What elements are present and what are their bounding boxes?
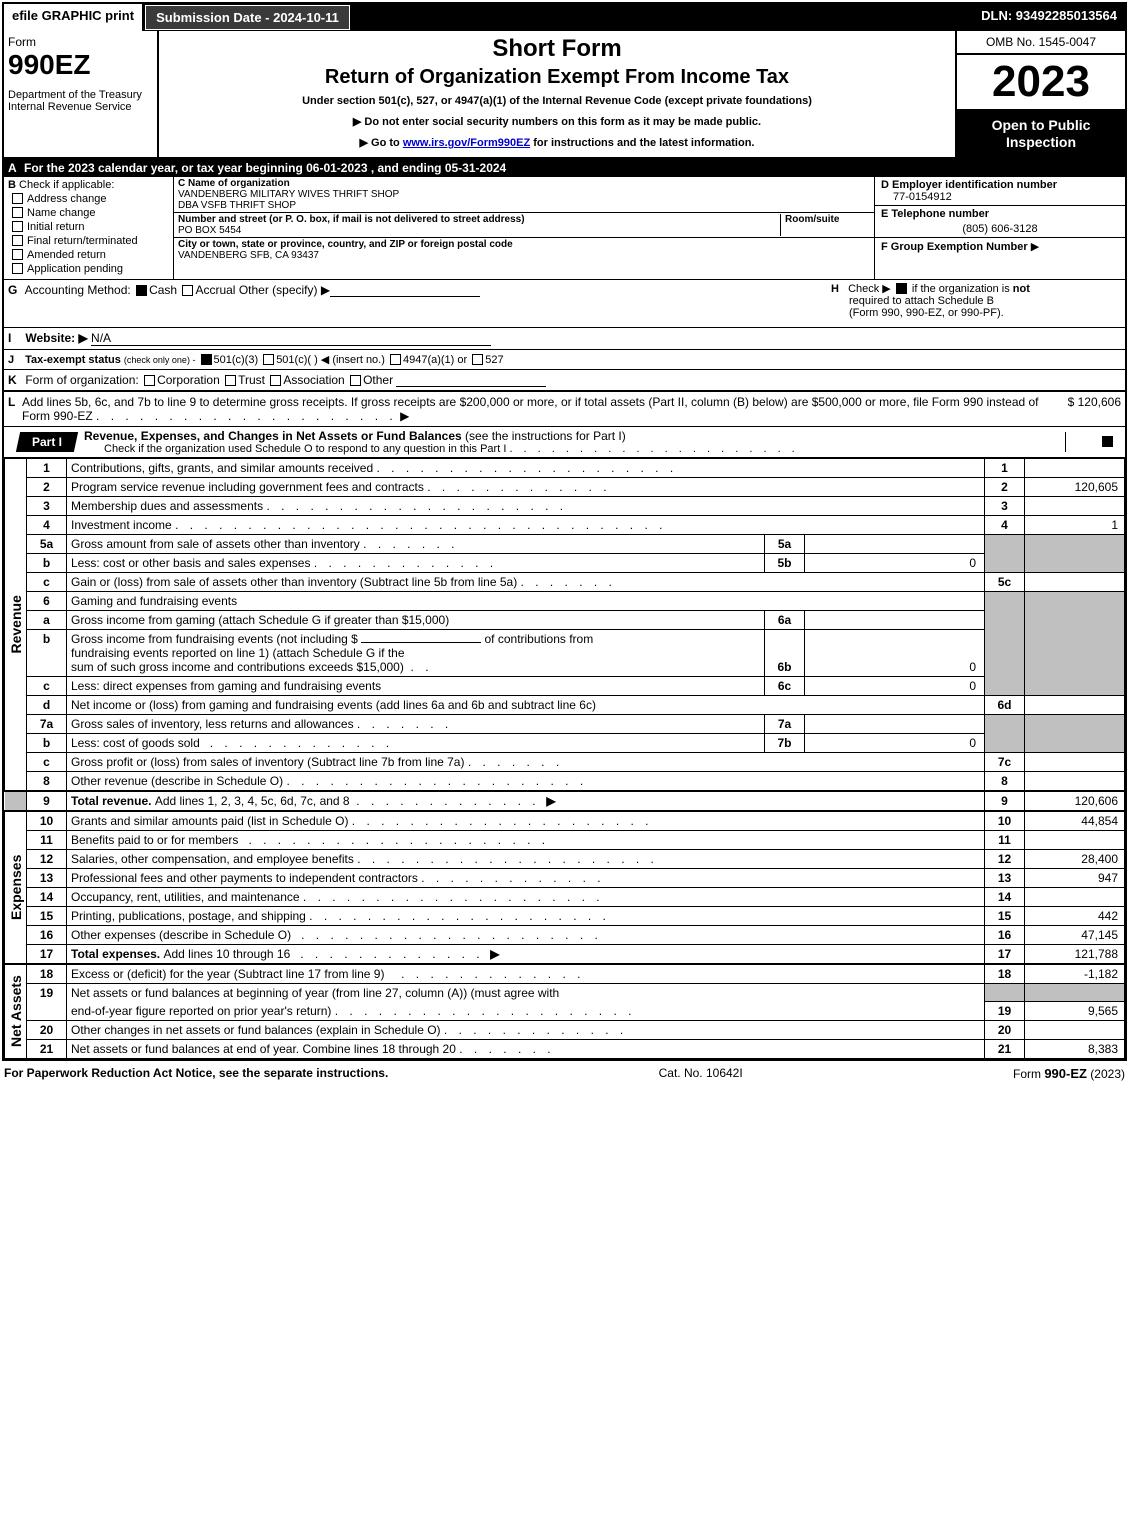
table-row: b Less: cost or other basis and sales ex… [5, 553, 1125, 572]
table-row: 2 Program service revenue including gove… [5, 477, 1125, 496]
revenue-side-label: Revenue [5, 458, 27, 791]
table-row: 13 Professional fees and other payments … [5, 868, 1125, 887]
checkbox-initial-return[interactable] [12, 221, 23, 232]
table-row: a Gross income from gaming (attach Sched… [5, 610, 1125, 629]
financial-table: Revenue 1 Contributions, gifts, grants, … [4, 458, 1125, 1060]
footer: For Paperwork Reduction Act Notice, see … [0, 1063, 1129, 1084]
checkbox-527[interactable] [472, 354, 483, 365]
org-name: VANDENBERG MILITARY WIVES THRIFT SHOP [178, 189, 870, 200]
line-a: AFor the 2023 calendar year, or tax year… [4, 159, 1125, 177]
org-dba: DBA VSFB THRIFT SHOP [178, 200, 870, 211]
table-row: c Gain or (loss) from sale of assets oth… [5, 572, 1125, 591]
section-c: C Name of organization VANDENBERG MILITA… [174, 177, 875, 279]
submission-date: Submission Date - 2024-10-11 [145, 5, 350, 30]
footer-catno: Cat. No. 10642I [388, 1066, 1013, 1081]
checkbox-other-org[interactable] [350, 375, 361, 386]
table-row: 15 Printing, publications, postage, and … [5, 906, 1125, 925]
table-row: 11 Benefits paid to or for members . . .… [5, 830, 1125, 849]
goto-note: ▶ Go to www.irs.gov/Form990EZ for instru… [165, 136, 949, 149]
security-note: ▶ Do not enter social security numbers o… [165, 115, 949, 128]
line-i: I Website: ▶ N/A [4, 328, 1125, 350]
table-row: Revenue 1 Contributions, gifts, grants, … [5, 458, 1125, 477]
table-row: 3 Membership dues and assessments . . . … [5, 496, 1125, 515]
checkbox-final-return[interactable] [12, 235, 23, 246]
table-row: d Net income or (loss) from gaming and f… [5, 695, 1125, 714]
checkbox-name-change[interactable] [12, 207, 23, 218]
other-method-input[interactable] [330, 283, 480, 297]
table-row: 19 Net assets or fund balances at beginn… [5, 983, 1125, 1002]
dept-text: Department of the Treasury [8, 89, 153, 101]
checkbox-application-pending[interactable] [12, 263, 23, 274]
tax-year: 2023 [957, 55, 1125, 111]
header-center: Short Form Return of Organization Exempt… [159, 31, 955, 157]
irs-text: Internal Revenue Service [8, 101, 153, 113]
topbar: efile GRAPHIC print Submission Date - 20… [4, 4, 1125, 31]
table-row: 5a Gross amount from sale of assets othe… [5, 534, 1125, 553]
arrow-icon: ▶ [1031, 240, 1039, 253]
netassets-side-label: Net Assets [5, 964, 27, 1059]
checkbox-corp[interactable] [144, 375, 155, 386]
checkbox-assoc[interactable] [270, 375, 281, 386]
line-g: G Accounting Method: Cash Accrual Other … [4, 280, 1125, 328]
line-h: H Check ▶ if the organization is not req… [831, 282, 1121, 319]
omb-number: OMB No. 1545-0047 [957, 31, 1125, 55]
table-row: 4 Investment income . . . . . . . . . . … [5, 515, 1125, 534]
efile-print[interactable]: efile GRAPHIC print [4, 4, 144, 31]
irs-link[interactable]: www.irs.gov/Form990EZ [403, 137, 530, 149]
checkbox-part1-scho[interactable] [1102, 436, 1113, 447]
phone-value: (805) 606-3128 [881, 223, 1119, 235]
table-row: c Less: direct expenses from gaming and … [5, 676, 1125, 695]
section-d-e-f: D Employer identification number 77-0154… [875, 177, 1125, 279]
line-l: L Add lines 5b, 6c, and 7b to line 9 to … [4, 392, 1125, 427]
checkbox-trust[interactable] [225, 375, 236, 386]
checkbox-501c[interactable] [263, 354, 274, 365]
checkbox-h[interactable] [896, 283, 907, 294]
website-value: N/A [91, 331, 491, 346]
table-row: end-of-year figure reported on prior yea… [5, 1002, 1125, 1021]
short-form-title: Short Form [165, 35, 949, 63]
line-j: J Tax-exempt status (check only one) - 5… [4, 350, 1125, 370]
section-b: B Check if applicable: Address change Na… [4, 177, 174, 279]
table-row: 21 Net assets or fund balances at end of… [5, 1040, 1125, 1059]
checkbox-4947[interactable] [390, 354, 401, 365]
under-section: Under section 501(c), 527, or 4947(a)(1)… [165, 95, 949, 107]
dln: DLN: 93492285013564 [973, 4, 1125, 31]
expenses-side-label: Expenses [5, 811, 27, 964]
table-row: 14 Occupancy, rent, utilities, and maint… [5, 887, 1125, 906]
table-row: 8 Other revenue (describe in Schedule O)… [5, 771, 1125, 791]
table-row: b Gross income from fundraising events (… [5, 629, 1125, 676]
checkbox-address-change[interactable] [12, 193, 23, 204]
form-label: Form [8, 35, 153, 49]
table-row: 12 Salaries, other compensation, and emp… [5, 849, 1125, 868]
table-row: 7a Gross sales of inventory, less return… [5, 714, 1125, 733]
checkbox-501c3[interactable] [201, 354, 212, 365]
table-row: 16 Other expenses (describe in Schedule … [5, 925, 1125, 944]
other-org-input[interactable] [396, 373, 546, 387]
org-city: VANDENBERG SFB, CA 93437 [178, 250, 870, 261]
table-row: c Gross profit or (loss) from sales of i… [5, 752, 1125, 771]
table-row: Net Assets 18 Excess or (deficit) for th… [5, 964, 1125, 984]
table-row: 20 Other changes in net assets or fund b… [5, 1021, 1125, 1040]
checkbox-accrual[interactable] [182, 285, 193, 296]
form-id-block: Form 990EZ Department of the Treasury In… [4, 31, 159, 157]
org-street: PO BOX 5454 [178, 225, 780, 236]
checkbox-amended-return[interactable] [12, 249, 23, 260]
form-number: 990EZ [8, 49, 153, 81]
open-to-public: Open to Public Inspection [957, 111, 1125, 157]
line-k: K Form of organization: Corporation Trus… [4, 370, 1125, 392]
table-row: 9 Total revenue. Add lines 1, 2, 3, 4, 5… [5, 791, 1125, 811]
gross-receipts: $ 120,606 [1068, 395, 1121, 423]
table-row: 17 Total expenses. Add lines 10 through … [5, 944, 1125, 964]
footer-notice: For Paperwork Reduction Act Notice, see … [4, 1066, 388, 1081]
table-row: 6 Gaming and fundraising events [5, 591, 1125, 610]
header-right: OMB No. 1545-0047 2023 Open to Public In… [955, 31, 1125, 157]
table-row: Expenses 10 Grants and similar amounts p… [5, 811, 1125, 831]
ein-value: 77-0154912 [881, 191, 1119, 203]
part-1-header: Part I Revenue, Expenses, and Changes in… [4, 427, 1125, 458]
table-row: b Less: cost of goods sold . . . . . . .… [5, 733, 1125, 752]
footer-formref: Form 990-EZ (2023) [1013, 1066, 1125, 1081]
return-title: Return of Organization Exempt From Incom… [165, 66, 949, 89]
checkbox-cash[interactable] [136, 285, 147, 296]
